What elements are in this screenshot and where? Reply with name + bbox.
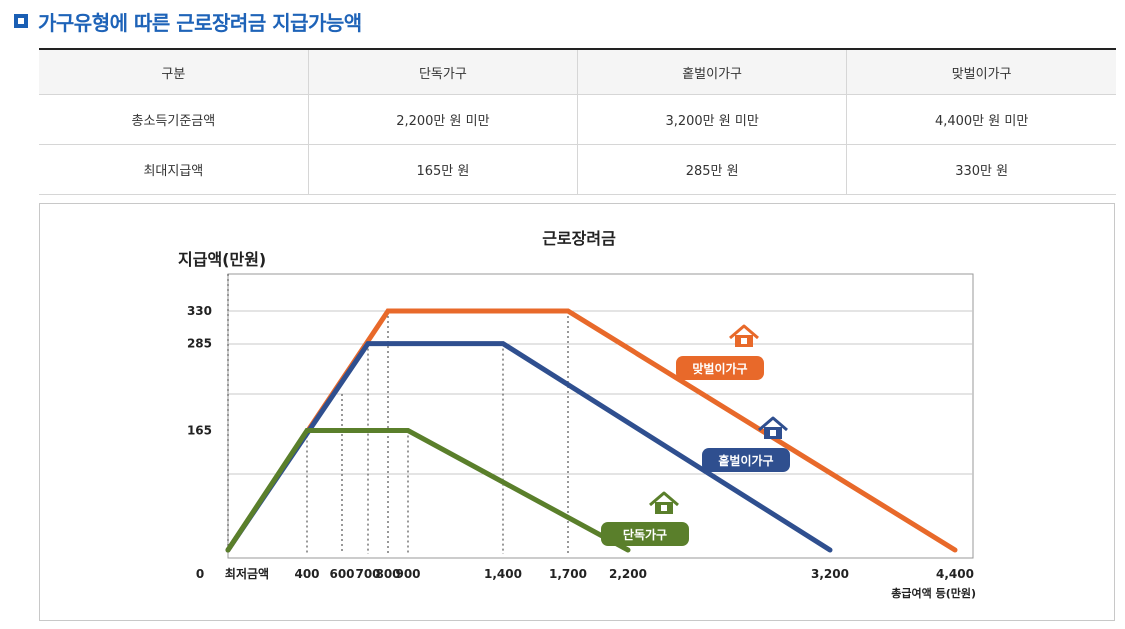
legend-label: 홑벌이가구 <box>718 453 773 468</box>
legend-badge <box>601 522 689 546</box>
header-category: 구분 <box>39 48 309 95</box>
chart-container: 근로장려금 지급액(만원) 165 285 330 400 600 700 800 900 1… <box>39 203 1115 621</box>
plot-area <box>227 273 974 559</box>
table-cell: 4,400만 원 미만 <box>846 94 1116 145</box>
legend-badge <box>676 356 764 380</box>
x-origin-min-label: 최저금액 <box>225 566 269 581</box>
house-icon <box>649 491 679 507</box>
x-tick-label: 900 <box>395 567 420 581</box>
x-tick-label: 600 <box>329 567 354 581</box>
x-tick-label: 400 <box>294 567 319 581</box>
square-bullet-icon <box>14 14 28 28</box>
y-axis-label: 지급액(만원) <box>178 250 266 269</box>
x-tick-label: 1,700 <box>549 567 587 581</box>
table-header-row: 구분 단독가구 홑벌이가구 맞벌이가구 <box>39 48 1116 95</box>
x-tick-label: 2,200 <box>609 567 647 581</box>
house-icon <box>770 430 776 436</box>
house-icon <box>661 505 667 511</box>
table-cell: 2,200만 원 미만 <box>307 94 578 145</box>
header-single-earner: 홑벌이가구 <box>576 48 847 95</box>
x-tick-label: 700 <box>355 567 380 581</box>
house-icon <box>741 338 747 344</box>
y-tick-label: 330 <box>187 304 212 318</box>
series-line <box>225 428 631 553</box>
table-cell: 165만 원 <box>307 144 578 195</box>
table-row: 최대지급액 165만 원 285만 원 330만 원 <box>39 144 1116 195</box>
house-icon <box>729 324 759 340</box>
y-tick-label: 285 <box>187 337 212 351</box>
legend-badge <box>702 448 790 472</box>
header-dual-earner: 맞벌이가구 <box>846 48 1116 95</box>
y-tick-label: 165 <box>187 424 212 438</box>
x-tick-label: 3,200 <box>811 567 849 581</box>
benefit-table: 구분 단독가구 홑벌이가구 맞벌이가구 총소득기준금액 2,200만 원 미만 … <box>39 48 1116 195</box>
table-cell: 최대지급액 <box>39 144 309 195</box>
x-axis-label: 총급여액 등(만원) <box>891 586 976 600</box>
table-cell: 285만 원 <box>576 144 847 195</box>
table-row: 총소득기준금액 2,200만 원 미만 3,200만 원 미만 4,400만 원… <box>39 94 1116 145</box>
table-cell: 330만 원 <box>846 144 1116 195</box>
table-cell: 총소득기준금액 <box>39 94 309 145</box>
legend-label: 맞벌이가구 <box>692 361 747 376</box>
section-heading: 가구유형에 따른 근로장려금 지급가능액 <box>14 6 362 36</box>
legend-label: 단독가구 <box>623 527 667 542</box>
header-single: 단독가구 <box>307 48 578 95</box>
table-cell: 3,200만 원 미만 <box>576 94 847 145</box>
x-tick-label: 800 <box>375 567 400 581</box>
x-tick-label: 4,400 <box>936 567 974 581</box>
house-icon <box>758 416 788 432</box>
page-title: 가구유형에 따른 근로장려금 지급가능액 <box>38 10 362 35</box>
x-tick-label: 1,400 <box>484 567 522 581</box>
x-origin-zero-label: 0 <box>196 567 204 581</box>
chart-title: 근로장려금 <box>542 229 616 248</box>
